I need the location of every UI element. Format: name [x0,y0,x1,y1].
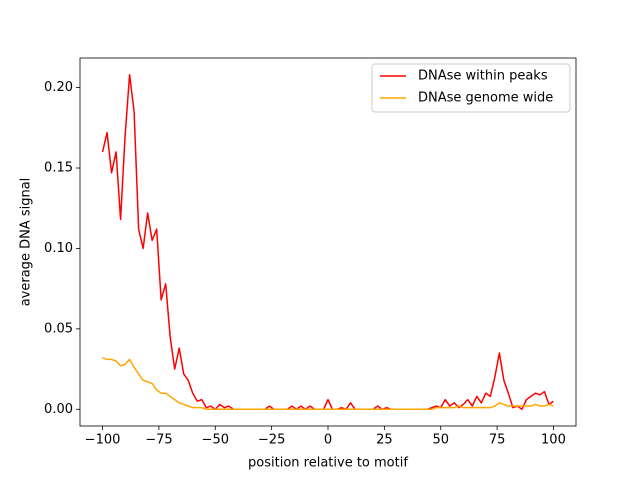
data-line [102,357,554,411]
y-tick-label: 0.00 [44,402,73,417]
x-tick-label: 25 [376,433,393,448]
x-tick-label: −25 [258,433,285,448]
x-tick-label: 0 [324,433,332,448]
data-line [101,73,554,411]
y-tick-label: 0.15 [44,161,73,176]
y-tick-label: 0.05 [44,321,73,336]
x-axis-label: position relative to motif [248,456,408,471]
x-tick-label: 75 [489,433,506,448]
y-tick-label: 0.10 [44,241,73,256]
legend-label: DNAse genome wide [418,91,553,106]
legend-label: DNAse within peaks [418,69,548,84]
x-tick-label: 50 [432,433,449,448]
y-axis-label: average DNA signal [19,178,34,307]
x-tick-label: −100 [85,433,121,448]
x-tick-label: −75 [145,433,172,448]
x-tick-label: 100 [541,433,566,448]
y-tick-label: 0.20 [44,80,73,95]
x-tick-label: −50 [202,433,229,448]
legend-box [371,63,571,113]
plot-frame [79,57,577,427]
